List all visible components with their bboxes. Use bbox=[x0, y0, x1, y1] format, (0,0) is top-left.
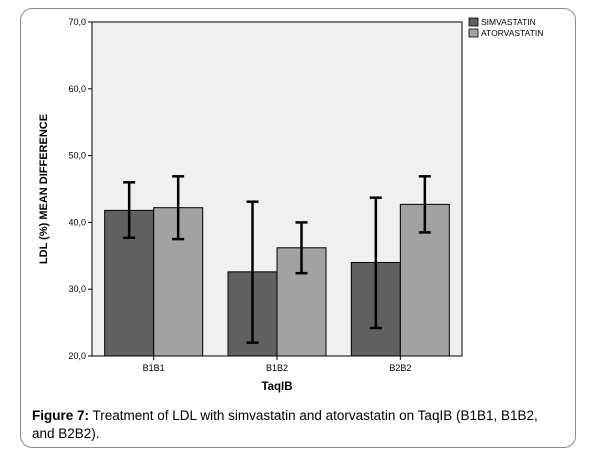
x-tick-label: B1B2 bbox=[266, 363, 288, 373]
x-axis-label: TaqIB bbox=[261, 381, 292, 393]
y-tick-label: 50,0 bbox=[68, 151, 86, 161]
legend-entry: ATORVASTATIN bbox=[481, 28, 543, 38]
legend-swatch bbox=[468, 17, 479, 27]
y-tick-label: 40,0 bbox=[68, 217, 86, 227]
y-tick-label: 70,0 bbox=[68, 17, 86, 27]
y-axis-label: LDL (%) MEAN DIFFERENCE bbox=[38, 114, 50, 264]
x-tick-label: B1B1 bbox=[143, 363, 165, 373]
y-axis: 20,0 30,0 40,0 50,0 60,0 70,0 bbox=[68, 17, 92, 361]
legend-swatch bbox=[468, 28, 479, 38]
y-tick-label: 60,0 bbox=[68, 84, 86, 94]
figure-caption: Figure 7: Treatment of LDL with simvasta… bbox=[32, 407, 562, 443]
error-bars bbox=[123, 175, 431, 344]
y-tick-label: 20,0 bbox=[68, 351, 86, 361]
caption-text: Treatment of LDL with simvastatin and at… bbox=[32, 408, 538, 441]
caption-lead: Figure 7: bbox=[32, 408, 90, 423]
x-tick-label: B2B2 bbox=[389, 363, 411, 373]
x-axis: B1B1 B1B2 B2B2 bbox=[143, 356, 411, 373]
legend-entry: SIMVASTATIN bbox=[481, 17, 536, 27]
y-tick-label: 30,0 bbox=[68, 284, 86, 294]
